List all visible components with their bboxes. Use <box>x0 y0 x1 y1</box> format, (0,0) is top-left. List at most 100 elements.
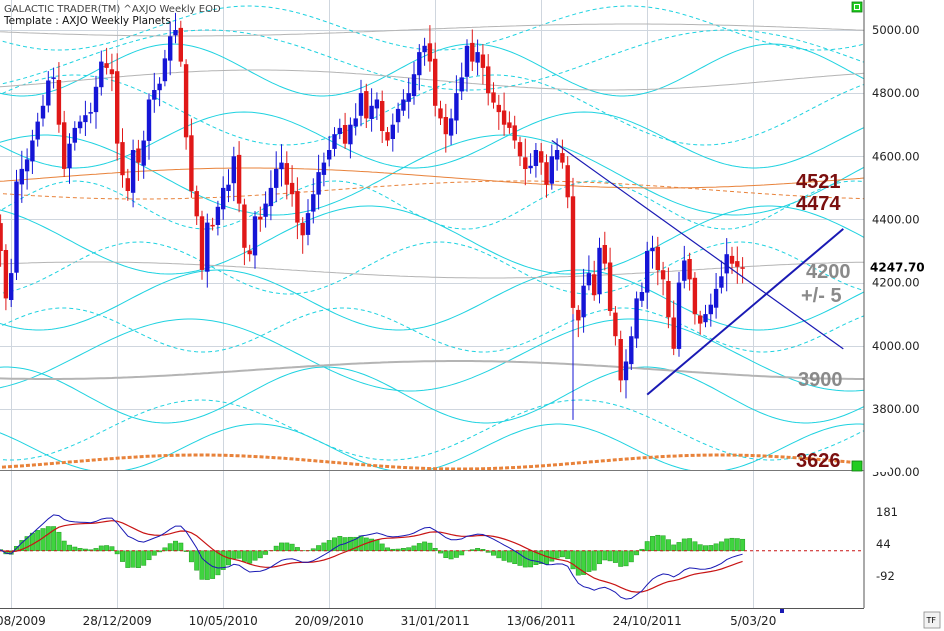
candle-body <box>67 143 72 169</box>
histogram-bar <box>506 550 512 563</box>
histogram-bar <box>681 538 687 552</box>
histogram-bar <box>194 550 200 571</box>
price-tick-label: 4800.00 <box>872 86 920 100</box>
histogram-bar <box>114 550 120 555</box>
candle-body <box>406 93 411 102</box>
candle-body <box>258 216 263 220</box>
histogram-bar <box>61 540 67 552</box>
last-price-label: 4247.70 <box>870 261 925 275</box>
candle-body <box>597 247 602 295</box>
candle-body <box>735 261 740 267</box>
histogram-bar <box>146 550 152 561</box>
histogram-bar <box>157 550 163 553</box>
histogram-bar <box>708 545 714 552</box>
histogram-bar <box>379 543 385 552</box>
price-tick-label: 5000.00 <box>872 23 920 37</box>
histogram-bar <box>597 550 602 565</box>
histogram-bar <box>655 534 661 552</box>
price-tick-label: 4000.00 <box>872 339 920 353</box>
candle-body <box>422 45 427 53</box>
histogram-bar <box>639 548 645 552</box>
histogram-bar <box>98 545 104 552</box>
candle-body <box>623 361 629 381</box>
candle-body <box>226 184 231 191</box>
candle-body <box>427 43 433 62</box>
candle-body <box>507 122 512 128</box>
histogram-bar <box>173 540 178 552</box>
histogram-bar <box>422 541 428 552</box>
candle-body <box>199 216 205 270</box>
histogram-bar <box>135 550 141 568</box>
histogram-bar <box>650 536 655 552</box>
app-title: GALACTIC TRADER(TM) ^AXJO Weekly EOD <box>4 4 221 15</box>
cycle-wave <box>0 318 864 392</box>
histogram-bar <box>257 550 263 559</box>
candle-body <box>40 105 46 119</box>
candle-body <box>650 247 655 252</box>
candle-body <box>539 151 544 163</box>
candle-body <box>168 36 173 61</box>
price-tick-label: 4600.00 <box>872 149 920 163</box>
histogram-bar <box>109 546 115 552</box>
histogram-bar <box>549 550 555 562</box>
histogram-bar <box>125 550 131 568</box>
candle-body <box>120 142 125 176</box>
planetary-cycle-lines <box>0 5 864 470</box>
candle-body <box>708 304 713 315</box>
candle-body <box>411 74 417 97</box>
candle-body <box>300 223 305 236</box>
histogram-bar <box>188 550 194 563</box>
histogram-bar <box>210 550 216 579</box>
candle-body <box>221 187 226 210</box>
date-tick-label: 24/10/2011 <box>613 614 682 628</box>
maximize-square-icon[interactable] <box>851 1 863 13</box>
oscillator-tick-label: -92 <box>876 569 895 583</box>
candle-body <box>348 124 353 145</box>
histogram-bar <box>448 550 454 560</box>
histogram-bar <box>491 550 496 556</box>
oscillator-panel <box>0 514 864 600</box>
cycle-wave <box>0 261 864 279</box>
candle-body <box>560 153 565 163</box>
histogram-bar <box>565 550 571 559</box>
candle-body <box>554 150 560 160</box>
candle-body <box>607 262 613 311</box>
panel-resize-icon[interactable] <box>851 460 863 472</box>
histogram-bar <box>623 550 629 567</box>
candle-body <box>491 92 496 103</box>
candle-body <box>274 168 279 188</box>
histogram-bar <box>665 539 671 552</box>
candle-body <box>157 83 162 91</box>
last-price-box <box>866 458 890 472</box>
candle-body <box>581 285 586 318</box>
candle-body <box>215 206 221 225</box>
candle-body <box>692 277 698 315</box>
timeframe-tf-icon[interactable]: TF <box>923 611 941 629</box>
candle-body <box>645 251 650 293</box>
histogram-bar <box>337 536 343 552</box>
histogram-bar <box>459 550 465 556</box>
histogram-bar <box>634 550 640 556</box>
candle-body <box>337 127 342 134</box>
svg-text:TF: TF <box>926 616 937 625</box>
candle-body <box>284 163 289 185</box>
histogram-bar <box>602 550 608 561</box>
histogram-bar <box>72 546 78 552</box>
scroll-position-marker[interactable] <box>780 609 784 613</box>
candle-body <box>369 105 374 119</box>
histogram-bar <box>167 543 173 552</box>
candle-body <box>448 118 454 136</box>
candle-body <box>703 314 708 323</box>
cycle-wave <box>0 167 864 189</box>
histogram-bar <box>469 549 475 552</box>
candle-body <box>173 30 178 36</box>
candle-body <box>62 122 67 169</box>
candle-body <box>35 121 40 140</box>
histogram-bar <box>618 550 624 567</box>
candle-body <box>401 99 406 111</box>
histogram-bar <box>273 545 279 552</box>
histogram-bar <box>284 542 290 552</box>
date-tick-label: 5/03/20 <box>730 614 776 628</box>
candle-body <box>475 52 480 63</box>
